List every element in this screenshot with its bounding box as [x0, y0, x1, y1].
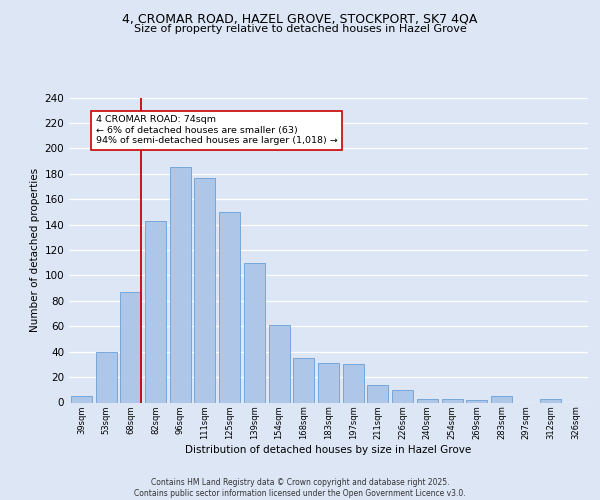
Bar [318, 363, 339, 403]
Bar [269, 325, 290, 402]
Bar [466, 400, 487, 402]
Bar [293, 358, 314, 403]
Bar [145, 221, 166, 402]
X-axis label: Distribution of detached houses by size in Hazel Grove: Distribution of detached houses by size … [185, 444, 472, 454]
Bar [219, 212, 240, 402]
Bar [417, 398, 438, 402]
Bar [244, 262, 265, 402]
Bar [120, 292, 141, 403]
Bar [442, 398, 463, 402]
Text: Contains HM Land Registry data © Crown copyright and database right 2025.
Contai: Contains HM Land Registry data © Crown c… [134, 478, 466, 498]
Text: 4, CROMAR ROAD, HAZEL GROVE, STOCKPORT, SK7 4QA: 4, CROMAR ROAD, HAZEL GROVE, STOCKPORT, … [122, 12, 478, 26]
Text: Size of property relative to detached houses in Hazel Grove: Size of property relative to detached ho… [134, 24, 466, 34]
Bar [95, 352, 116, 403]
Text: 4 CROMAR ROAD: 74sqm
← 6% of detached houses are smaller (63)
94% of semi-detach: 4 CROMAR ROAD: 74sqm ← 6% of detached ho… [95, 116, 337, 145]
Bar [71, 396, 92, 402]
Bar [541, 398, 562, 402]
Bar [194, 178, 215, 402]
Bar [491, 396, 512, 402]
Y-axis label: Number of detached properties: Number of detached properties [30, 168, 40, 332]
Bar [170, 168, 191, 402]
Bar [367, 384, 388, 402]
Bar [343, 364, 364, 403]
Bar [392, 390, 413, 402]
